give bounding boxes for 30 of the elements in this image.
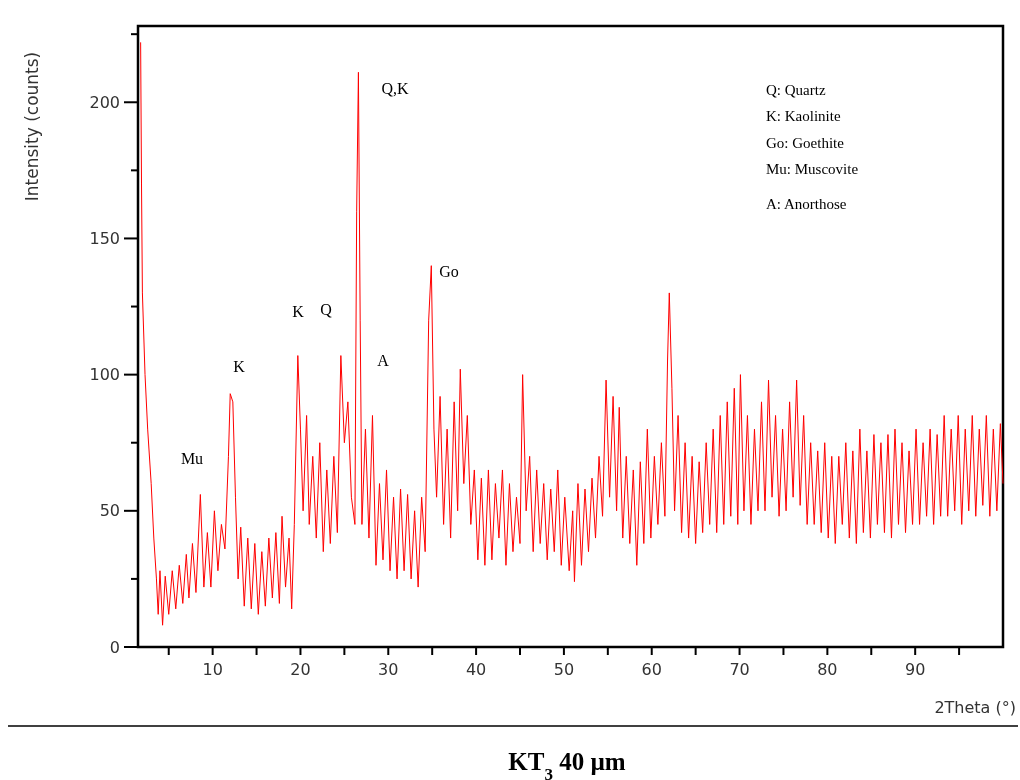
annotation: K: [292, 303, 305, 320]
annotation: A: Anorthose: [766, 196, 847, 212]
x-tick-label: 20: [290, 660, 311, 679]
y-tick-label: 150: [89, 229, 120, 249]
annotation: Q,K: [381, 80, 409, 97]
x-tick-label: 60: [641, 660, 662, 679]
annotation: Mu: Muscovite: [766, 161, 859, 177]
text: KT$_{3}$ 40 µm: [508, 748, 626, 780]
x-tick-label: 10: [202, 660, 223, 679]
x-tick-label: 30: [378, 660, 399, 679]
annotation: Mu: [180, 450, 204, 467]
y-tick-label: 100: [89, 365, 120, 385]
y-tick-label: 50: [99, 501, 120, 521]
annotation: K: [233, 358, 246, 375]
x-tick-label: 50: [553, 660, 575, 679]
annotation: A: [377, 352, 390, 369]
y-tick-label: 200: [89, 92, 120, 112]
y-tick-label: 0: [109, 637, 120, 657]
x-tick-label: 80: [817, 660, 838, 679]
x-tick-label: 90: [905, 660, 926, 679]
annotation: Q: [320, 301, 333, 318]
annotation: Q: Quartz: [766, 82, 826, 98]
annotation: K: Kaolinite: [766, 108, 841, 124]
annotation: Go: [439, 263, 459, 280]
y-axis-title: Intensity (counts): [22, 51, 42, 202]
x-tick-label: 40: [465, 660, 487, 679]
x-tick-label: 70: [729, 660, 750, 679]
x-axis-title: 2Theta (°): [934, 698, 1016, 717]
annotation: Go: Goethite: [766, 135, 845, 151]
line-series: [140, 41, 1004, 626]
